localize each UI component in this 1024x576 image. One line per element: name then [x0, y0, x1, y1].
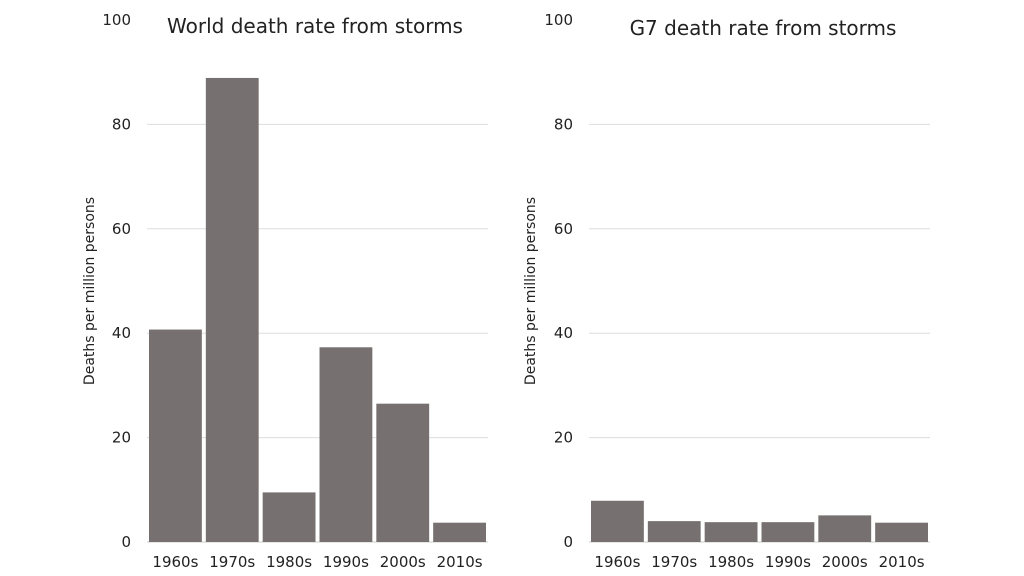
x-tick-label: 1990s: [765, 553, 811, 571]
x-tick-label: 1980s: [266, 553, 312, 571]
x-tick-label: 2000s: [822, 553, 868, 571]
x-tick-label: 1980s: [708, 553, 754, 571]
y-tick-label: 40: [554, 324, 573, 342]
x-tick-label: 1960s: [152, 553, 198, 571]
bar: [591, 500, 644, 542]
y-tick-label: 60: [112, 220, 131, 238]
bar: [704, 522, 758, 542]
y-tick-label: 100: [544, 11, 573, 29]
x-tick-label: 1990s: [323, 553, 369, 571]
y-axis-title: Deaths per million persons: [82, 197, 98, 385]
y-tick-label: 0: [563, 533, 573, 551]
x-tick-label: 2000s: [380, 553, 426, 571]
y-tick-label: 100: [102, 11, 131, 29]
y-tick-label: 20: [112, 429, 131, 447]
g7-chart-panel: 0 20 40 60 80 100 1960s 1970s 1980s 1990s 2000s 201…: [523, 11, 930, 571]
x-tick-label: 1970s: [651, 553, 697, 571]
y-tick-label: 40: [112, 324, 131, 342]
x-tick-label: 2010s: [437, 553, 483, 571]
bar: [818, 515, 872, 542]
world-chart-panel: 0 20 40 60 80 100 1960s 1970s 1980s 1990s 2000s 201…: [82, 11, 488, 571]
x-tick-label: 1970s: [209, 553, 255, 571]
x-tick-label: 1960s: [594, 553, 640, 571]
x-tick-label: 2010s: [879, 553, 925, 571]
bar: [761, 522, 815, 542]
y-tick-label: 80: [112, 115, 131, 133]
bar: [647, 521, 701, 542]
y-tick-label: 80: [554, 115, 573, 133]
bar: [376, 403, 430, 542]
y-axis-title: Deaths per million persons: [523, 197, 539, 385]
chart-title: World death rate from storms: [167, 14, 463, 38]
y-tick-label: 20: [554, 429, 573, 447]
bar: [319, 347, 373, 542]
bar: [205, 77, 259, 542]
y-tick-label: 60: [554, 220, 573, 238]
bar: [262, 492, 316, 542]
bar: [875, 522, 928, 542]
y-tick-label: 0: [121, 533, 131, 551]
chart-title: G7 death rate from storms: [630, 16, 897, 40]
bar: [433, 522, 486, 542]
bar: [149, 329, 202, 542]
